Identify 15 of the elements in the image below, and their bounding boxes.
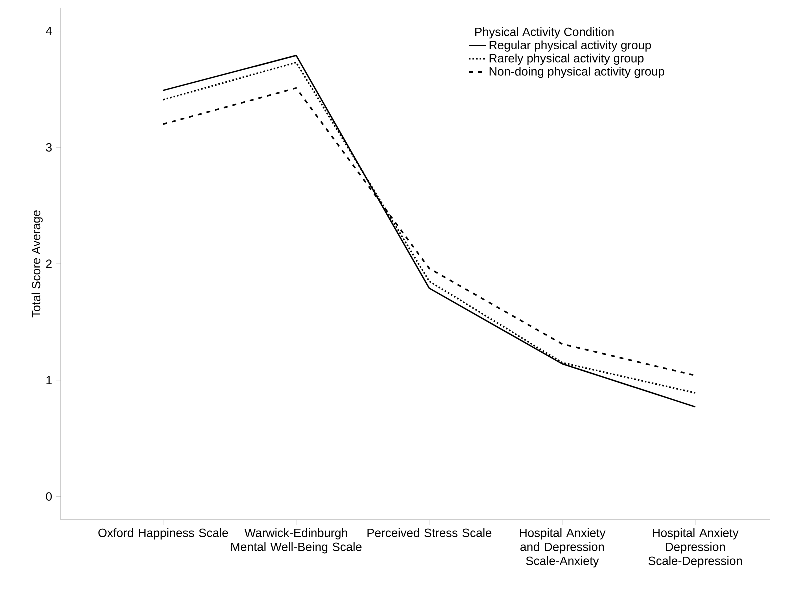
y-tick-label: 0 bbox=[46, 492, 52, 501]
legend-label: Regular physical activity group bbox=[490, 40, 652, 52]
y-tick-label: 3 bbox=[46, 143, 52, 152]
x-tick-label: Perceived Stress Scale bbox=[368, 528, 492, 538]
x-tick-label: Hospital Anxiety Depression Scale-Depression bbox=[648, 528, 742, 568]
x-tick-label: Oxford Happiness Scale bbox=[98, 528, 228, 540]
x-tick-label: Warwick-Edinburgh Mental Well-Being Scale bbox=[232, 528, 362, 554]
legend-label: Non-doing physical activity group bbox=[490, 67, 664, 78]
y-tick-label: 4 bbox=[46, 27, 52, 36]
y-tick-label: 1 bbox=[46, 376, 52, 384]
legend-label: Rarely physical activity group bbox=[490, 54, 644, 66]
x-tick-label: Hospital Anxiety and Depression Scale-Anxiety bbox=[520, 528, 606, 568]
y-axis-title: Total Score Average bbox=[32, 210, 43, 318]
legend-title: Physical Activity Condition bbox=[476, 28, 614, 39]
y-tick-label: 2 bbox=[46, 260, 52, 268]
